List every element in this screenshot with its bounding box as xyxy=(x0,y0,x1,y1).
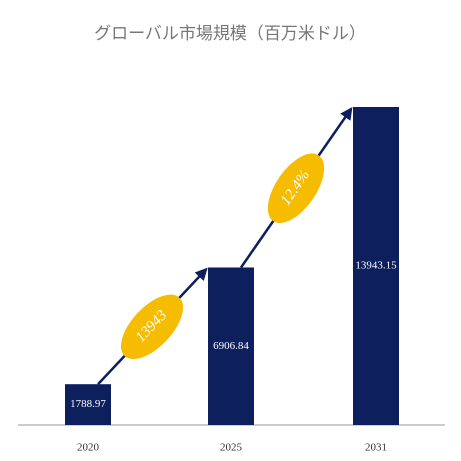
annotation: 12.4% xyxy=(267,153,325,224)
chart-title: グローバル市場規模（百万米ドル） xyxy=(94,24,366,43)
bar xyxy=(65,384,111,425)
bar xyxy=(208,267,254,425)
value-label: 6906.84 xyxy=(213,340,249,352)
x-tick-label: 2020 xyxy=(77,442,100,454)
annotation: 13943 xyxy=(120,294,184,360)
x-tick-label: 2025 xyxy=(220,442,243,454)
value-label: 1788.97 xyxy=(70,398,106,410)
value-label: 13943.15 xyxy=(355,260,397,272)
annotation-oval xyxy=(267,153,325,224)
x-tick-label: 2031 xyxy=(365,442,387,454)
annotation-oval xyxy=(120,294,184,360)
bar xyxy=(353,107,399,425)
